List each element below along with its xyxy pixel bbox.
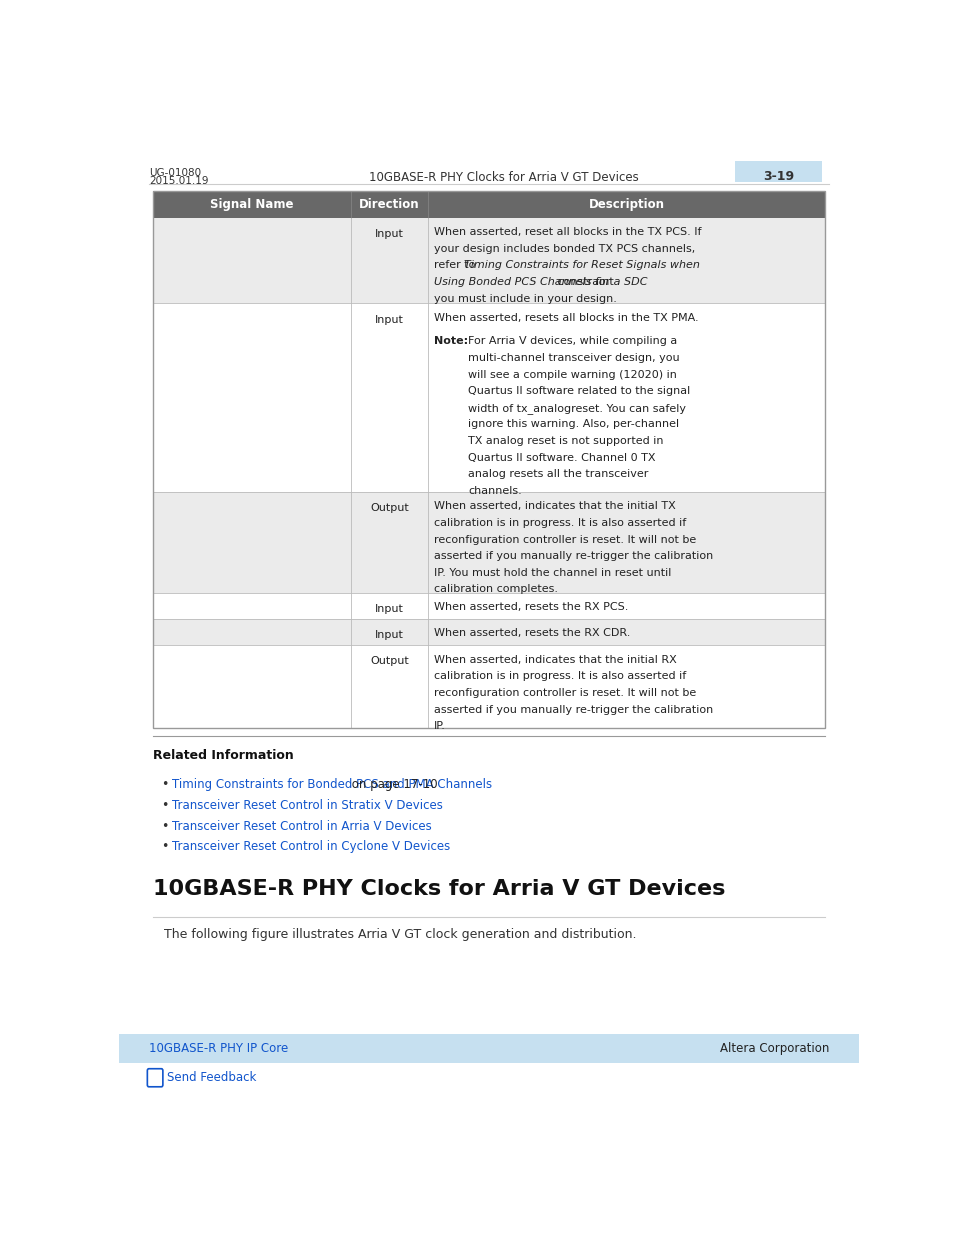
Text: 2015.01.19: 2015.01.19 bbox=[149, 175, 208, 185]
Text: channels.: channels. bbox=[468, 487, 521, 496]
Text: Input: Input bbox=[375, 604, 404, 614]
Text: UG-01080: UG-01080 bbox=[149, 168, 201, 178]
Text: Direction: Direction bbox=[359, 198, 419, 211]
Text: Related Information: Related Information bbox=[152, 750, 293, 762]
Text: Send Feedback: Send Feedback bbox=[167, 1071, 255, 1084]
Text: TX analog reset is not supported in: TX analog reset is not supported in bbox=[468, 436, 663, 446]
Text: you must include in your design.: you must include in your design. bbox=[434, 294, 617, 304]
Text: 10GBASE-R PHY Clocks for Arria V GT Devices: 10GBASE-R PHY Clocks for Arria V GT Devi… bbox=[152, 878, 724, 899]
Text: The following figure illustrates Arria V GT clock generation and distribution.: The following figure illustrates Arria V… bbox=[164, 927, 636, 941]
Text: When asserted, reset all blocks in the TX PCS. If: When asserted, reset all blocks in the T… bbox=[434, 227, 701, 237]
Text: Transceiver Reset Control in Arria V Devices: Transceiver Reset Control in Arria V Dev… bbox=[172, 820, 432, 832]
FancyBboxPatch shape bbox=[735, 161, 821, 183]
Text: Input: Input bbox=[375, 228, 404, 240]
Text: Quartus II software related to the signal: Quartus II software related to the signa… bbox=[468, 387, 690, 396]
Text: asserted if you manually re-trigger the calibration: asserted if you manually re-trigger the … bbox=[434, 551, 713, 561]
Bar bbox=[152, 191, 824, 729]
Text: Note:: Note: bbox=[434, 336, 468, 346]
Text: Output: Output bbox=[370, 657, 409, 667]
FancyBboxPatch shape bbox=[152, 217, 824, 304]
Text: Timing Constraints for Bonded PCS and PMA Channels: Timing Constraints for Bonded PCS and PM… bbox=[172, 778, 492, 790]
Text: calibration completes.: calibration completes. bbox=[434, 584, 558, 594]
Text: multi-channel transceiver design, you: multi-channel transceiver design, you bbox=[468, 353, 679, 363]
Text: Altera Corporation: Altera Corporation bbox=[719, 1042, 828, 1055]
Text: will see a compile warning (12020) in: will see a compile warning (12020) in bbox=[468, 369, 677, 379]
Text: When asserted, indicates that the initial RX: When asserted, indicates that the initia… bbox=[434, 655, 677, 664]
Text: 3-19: 3-19 bbox=[762, 170, 794, 183]
Text: ignore this warning. Also, per-channel: ignore this warning. Also, per-channel bbox=[468, 420, 679, 430]
FancyBboxPatch shape bbox=[152, 619, 824, 645]
Text: 10GBASE-R PHY IP Core: 10GBASE-R PHY IP Core bbox=[149, 1042, 288, 1055]
Text: refer to: refer to bbox=[434, 261, 478, 270]
Text: constraint: constraint bbox=[554, 277, 613, 287]
Text: analog resets all the transceiver: analog resets all the transceiver bbox=[468, 469, 648, 479]
Text: IP. You must hold the channel in reset until: IP. You must hold the channel in reset u… bbox=[434, 568, 671, 578]
Text: When asserted, resets the RX PCS.: When asserted, resets the RX PCS. bbox=[434, 601, 628, 613]
Text: •: • bbox=[161, 799, 169, 811]
FancyBboxPatch shape bbox=[152, 191, 824, 217]
Text: your design includes bonded TX PCS channels,: your design includes bonded TX PCS chann… bbox=[434, 243, 695, 253]
Text: For Arria V devices, while compiling a: For Arria V devices, while compiling a bbox=[468, 336, 677, 346]
Text: IP.: IP. bbox=[434, 721, 446, 731]
FancyBboxPatch shape bbox=[147, 1068, 163, 1087]
FancyBboxPatch shape bbox=[152, 492, 824, 593]
Text: Quartus II software. Channel 0 TX: Quartus II software. Channel 0 TX bbox=[468, 453, 655, 463]
Text: •: • bbox=[161, 820, 169, 832]
Text: width of tx_analogreset. You can safely: width of tx_analogreset. You can safely bbox=[468, 403, 685, 414]
FancyBboxPatch shape bbox=[119, 1035, 858, 1063]
Text: Input: Input bbox=[375, 630, 404, 640]
Text: reconfiguration controller is reset. It will not be: reconfiguration controller is reset. It … bbox=[434, 535, 696, 545]
Text: Output: Output bbox=[370, 503, 409, 514]
Text: on page 17-10: on page 17-10 bbox=[348, 778, 437, 790]
Text: Using Bonded PCS Channels for a SDC: Using Bonded PCS Channels for a SDC bbox=[434, 277, 647, 287]
Text: •: • bbox=[161, 778, 169, 790]
Text: calibration is in progress. It is also asserted if: calibration is in progress. It is also a… bbox=[434, 671, 686, 682]
Text: reconfiguration controller is reset. It will not be: reconfiguration controller is reset. It … bbox=[434, 688, 696, 698]
FancyBboxPatch shape bbox=[152, 304, 824, 492]
Text: When asserted, resets all blocks in the TX PMA.: When asserted, resets all blocks in the … bbox=[434, 312, 699, 324]
FancyBboxPatch shape bbox=[152, 645, 824, 729]
Text: Transceiver Reset Control in Stratix V Devices: Transceiver Reset Control in Stratix V D… bbox=[172, 799, 443, 811]
Text: Input: Input bbox=[375, 315, 404, 325]
Text: calibration is in progress. It is also asserted if: calibration is in progress. It is also a… bbox=[434, 517, 686, 527]
FancyBboxPatch shape bbox=[152, 593, 824, 619]
Text: When asserted, indicates that the initial TX: When asserted, indicates that the initia… bbox=[434, 501, 676, 511]
Text: 10GBASE-R PHY Clocks for Arria V GT Devices: 10GBASE-R PHY Clocks for Arria V GT Devi… bbox=[369, 170, 638, 184]
Text: When asserted, resets the RX CDR.: When asserted, resets the RX CDR. bbox=[434, 629, 630, 638]
Text: Transceiver Reset Control in Cyclone V Devices: Transceiver Reset Control in Cyclone V D… bbox=[172, 841, 450, 853]
Text: •: • bbox=[161, 841, 169, 853]
Text: Signal Name: Signal Name bbox=[210, 198, 294, 211]
Text: Description: Description bbox=[588, 198, 664, 211]
Text: asserted if you manually re-trigger the calibration: asserted if you manually re-trigger the … bbox=[434, 704, 713, 715]
Text: Timing Constraints for Reset Signals when: Timing Constraints for Reset Signals whe… bbox=[463, 261, 699, 270]
